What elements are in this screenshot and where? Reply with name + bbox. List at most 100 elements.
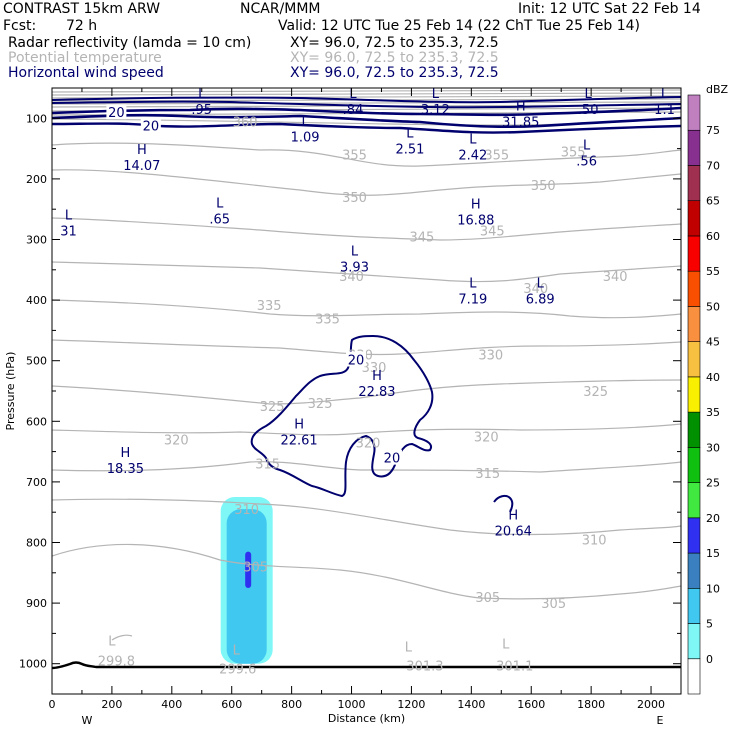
wind-extremum-mark: H <box>471 197 481 212</box>
x-tick-label: 800 <box>281 698 302 711</box>
colorbar-swatch <box>687 447 701 483</box>
y-tick-label: 300 <box>26 234 47 247</box>
wind-extremum-value: 2.42 <box>458 149 487 164</box>
theta-label: 340 <box>523 282 548 297</box>
wind-contour-labels: 20 20 20 20 <box>106 104 402 467</box>
field-wind-xy: XY= 96.0, 72.5 to 235.3, 72.5 <box>290 65 499 81</box>
colorbar-label: 65 <box>706 195 720 208</box>
x-tick-label: 400 <box>161 698 182 711</box>
theta-label: 325 <box>308 397 333 412</box>
wind-extremum-value: .65 <box>209 212 230 227</box>
field-wind-name: Horizontal wind speed <box>8 65 164 81</box>
wind-extremum-mark: L <box>65 208 73 223</box>
theta-label: 360 <box>233 115 258 130</box>
wind-extremum-mark: H <box>137 143 147 158</box>
theta-label: 355 <box>484 149 509 164</box>
colorbar-label: 75 <box>706 124 720 137</box>
wind-extremum-value: 22.83 <box>358 385 395 400</box>
colorbar-swatch <box>687 552 701 589</box>
y-tick-label: 600 <box>26 415 47 428</box>
theta-label: 310 <box>234 503 259 518</box>
y-tick-label: 700 <box>26 476 47 489</box>
init-time: Init: 12 UTC Sat 22 Feb 14 <box>518 1 701 17</box>
theta-label: 335 <box>257 299 282 314</box>
theta-label: 301.1 <box>496 660 533 675</box>
theta-label: 320 <box>164 433 189 448</box>
x-tick-label: 1600 <box>517 698 545 711</box>
colorbar-swatch <box>687 482 701 519</box>
wind-extremum-mark: H <box>516 99 526 114</box>
y-tick-label: 900 <box>26 597 47 610</box>
axes: 0 200 400 600 800 1000 1200 1400 1600 1800 2000 100… <box>4 88 681 727</box>
theta-label: 335 <box>315 312 340 327</box>
wind-extremum-value: 7.19 <box>458 292 487 307</box>
colorbar-swatch <box>687 517 701 554</box>
colorbar-label: 10 <box>706 582 720 595</box>
wind-extremum-mark: L <box>537 276 545 291</box>
wind-extremum-value: 3.93 <box>340 261 369 276</box>
wind-extremum-value: .56 <box>576 155 597 170</box>
theta-label: 315 <box>255 458 280 473</box>
theta-label: 355 <box>342 149 367 164</box>
wind-extremum-value: 31 <box>60 224 77 239</box>
wind-extremum-value: 22.61 <box>280 433 317 448</box>
wind-extremum-mark: L <box>301 114 309 129</box>
x-tick-label: 0 <box>49 698 56 711</box>
wind-extremum-mark: L <box>432 87 440 102</box>
wind-label-bg <box>140 117 161 133</box>
wind-extremum-mark: L <box>216 196 224 211</box>
model-title: CONTRAST 15km ARW <box>3 1 161 17</box>
reflectivity-field <box>220 497 273 664</box>
theta-label: 330 <box>478 349 503 364</box>
wind-extremum-value: 2.51 <box>395 143 424 158</box>
colorbar-unit: dBZ <box>706 83 729 96</box>
theta-label: 310 <box>582 533 607 548</box>
colorbar-label: 0 <box>706 653 713 666</box>
colorbar-swatch <box>687 306 701 342</box>
colorbar-swatch <box>687 129 701 166</box>
wind-extremum-mark: L <box>349 87 357 102</box>
y-tick-label: 500 <box>26 355 47 368</box>
wind-extremum-mark: L <box>469 276 477 291</box>
wind-extremum-value: 31.85 <box>502 115 539 130</box>
theta-label: 350 <box>531 179 556 194</box>
colorbar-label: 5 <box>706 618 713 631</box>
x-tick-label: 600 <box>221 698 242 711</box>
wind-extremum-value: .84 <box>343 103 364 118</box>
theta-extremum-mark: L <box>108 635 116 650</box>
y-tick-label: 1000 <box>19 658 47 671</box>
colorbar-swatch <box>687 165 701 202</box>
center-label: NCAR/MMM <box>240 1 321 17</box>
wind-extremum-value: .50 <box>578 103 599 118</box>
wind-extremum-mark: L <box>585 87 593 102</box>
colorbar-swatch <box>687 376 701 413</box>
theta-label: 315 <box>475 467 500 482</box>
wind-extremum-value: 1.1 <box>654 103 675 118</box>
reflectivity-colorbar: dBZ 0 5 10 15 20 25 30 35 40 45 50 55 60 65 70 75 <box>687 83 729 695</box>
x-tick-label: 1000 <box>338 698 366 711</box>
field-theta-xy: XY= 96.0, 72.5 to 235.3, 72.5 <box>290 50 499 66</box>
theta-label: 325 <box>583 385 608 400</box>
y-tick-label: 200 <box>26 173 47 186</box>
wind-extremum-mark: L <box>661 87 669 102</box>
theta-label: 305 <box>475 591 500 606</box>
theta-label: 320 <box>356 437 381 452</box>
field-theta-name: Potential temperature <box>8 50 162 66</box>
wind-extremum-mark: H <box>294 417 304 432</box>
colorbar-swatch <box>687 94 701 131</box>
wind-label: 20 <box>348 353 365 368</box>
wind-label-bg <box>381 449 402 465</box>
forecast-hour: 72 h <box>66 18 98 34</box>
wind-extremum-value: 1.09 <box>291 130 320 145</box>
x-tick-label: 2000 <box>637 698 665 711</box>
theta-label: 305 <box>243 561 268 576</box>
colorbar-label: 35 <box>706 406 720 419</box>
x-tick-label: 1800 <box>577 698 605 711</box>
colorbar-label: 40 <box>706 371 720 384</box>
valid-time: Valid: 12 UTC Tue 25 Feb 14 (22 ChT Tue … <box>278 18 641 34</box>
wind-extremum-mark: L <box>406 127 414 142</box>
west-label: W <box>82 714 93 727</box>
reflectivity-cell-15 <box>245 551 252 588</box>
